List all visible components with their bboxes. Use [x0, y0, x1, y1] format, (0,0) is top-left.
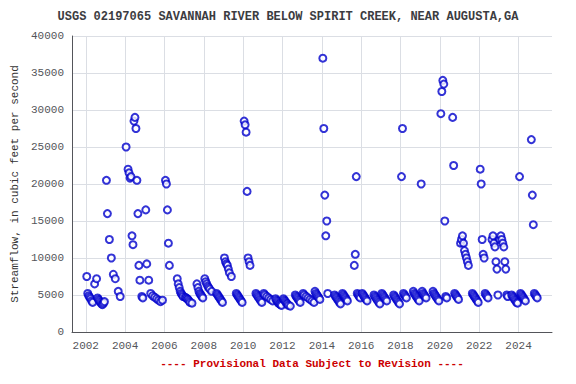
svg-text:0: 0 [57, 326, 64, 338]
svg-text:2004: 2004 [112, 340, 139, 352]
svg-text:2018: 2018 [387, 340, 413, 352]
svg-text:Streamflow, in cubic feet per: Streamflow, in cubic feet per second [9, 65, 21, 303]
svg-text:USGS 02197065 SAVANNAH RIVER B: USGS 02197065 SAVANNAH RIVER BELOW SPIRI… [58, 10, 520, 24]
svg-text:2022: 2022 [466, 340, 492, 352]
svg-text:20000: 20000 [31, 178, 64, 190]
svg-text:2008: 2008 [191, 340, 217, 352]
svg-text:15000: 15000 [31, 215, 64, 227]
svg-text:40000: 40000 [31, 30, 64, 42]
svg-text:2020: 2020 [427, 340, 453, 352]
svg-text:2010: 2010 [230, 340, 256, 352]
svg-text:5000: 5000 [38, 289, 64, 301]
svg-text:30000: 30000 [31, 104, 64, 116]
svg-text:25000: 25000 [31, 141, 64, 153]
svg-text:2002: 2002 [73, 340, 99, 352]
svg-text:2016: 2016 [348, 340, 374, 352]
svg-text:2012: 2012 [269, 340, 295, 352]
svg-text:2024: 2024 [505, 340, 532, 352]
svg-text:---- Provisional Data Subject: ---- Provisional Data Subject to Revisio… [160, 358, 464, 370]
svg-text:35000: 35000 [31, 67, 64, 79]
svg-text:2006: 2006 [151, 340, 177, 352]
svg-text:2014: 2014 [309, 340, 336, 352]
svg-text:10000: 10000 [31, 252, 64, 264]
